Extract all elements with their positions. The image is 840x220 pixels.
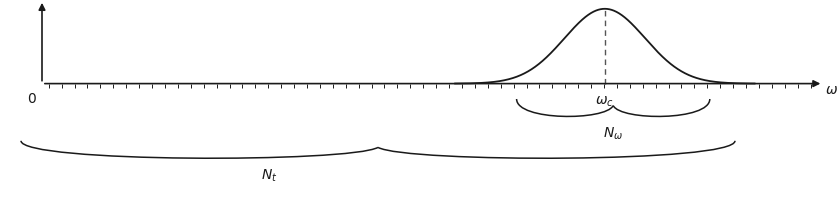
Text: $N_{\omega}$: $N_{\omega}$: [603, 125, 623, 142]
Text: $\omega$: $\omega$: [825, 83, 838, 97]
Text: $\omega_c$: $\omega_c$: [596, 95, 614, 109]
Text: $N_t$: $N_t$: [260, 167, 277, 184]
Text: $0$: $0$: [27, 92, 37, 106]
